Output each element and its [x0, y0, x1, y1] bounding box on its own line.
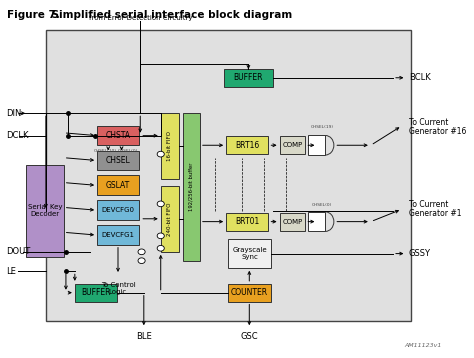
Text: BUFFER: BUFFER	[81, 288, 111, 297]
FancyBboxPatch shape	[226, 213, 268, 231]
Text: 16-bit FIFO: 16-bit FIFO	[167, 131, 172, 161]
FancyBboxPatch shape	[97, 151, 139, 170]
Text: GSC: GSC	[240, 332, 258, 341]
Text: LE: LE	[6, 267, 16, 276]
Text: DEVCFG1: DEVCFG1	[102, 232, 135, 238]
Text: Serial Key
Decoder: Serial Key Decoder	[27, 204, 62, 217]
Text: DEVCFG0: DEVCFG0	[102, 207, 135, 213]
Text: BRT01: BRT01	[235, 217, 259, 226]
Circle shape	[157, 151, 164, 157]
Text: COMP: COMP	[283, 219, 302, 224]
FancyBboxPatch shape	[161, 186, 179, 252]
FancyBboxPatch shape	[224, 69, 273, 87]
Text: Simplified serial interface block diagram: Simplified serial interface block diagra…	[37, 10, 292, 20]
FancyBboxPatch shape	[75, 284, 117, 301]
Text: BCLK: BCLK	[409, 73, 430, 82]
Text: GSSY: GSSY	[409, 249, 431, 258]
Circle shape	[157, 246, 164, 251]
Text: GSLAT: GSLAT	[106, 181, 130, 190]
Text: Grayscale
Sync: Grayscale Sync	[232, 247, 267, 260]
Text: Figure 7.: Figure 7.	[7, 10, 60, 20]
Text: COUNTER: COUNTER	[231, 288, 268, 297]
FancyBboxPatch shape	[97, 126, 139, 145]
Circle shape	[157, 201, 164, 207]
Text: DCLK: DCLK	[6, 131, 28, 140]
Text: CHSEL(19): CHSEL(19)	[310, 125, 333, 129]
Text: AM11123v1: AM11123v1	[405, 343, 442, 348]
Bar	[309, 212, 326, 231]
Text: from Error Detection Circuitry: from Error Detection Circuitry	[89, 15, 192, 21]
Circle shape	[138, 258, 145, 263]
Bar	[309, 135, 326, 155]
FancyBboxPatch shape	[97, 225, 139, 245]
Text: CHSEL(0): CHSEL(0)	[312, 203, 332, 207]
FancyBboxPatch shape	[228, 240, 271, 268]
Text: DIN: DIN	[6, 109, 21, 118]
Text: CHSEL(0): CHSEL(0)	[118, 149, 138, 153]
Text: BRT16: BRT16	[235, 141, 259, 150]
FancyBboxPatch shape	[183, 113, 200, 261]
Text: CHSEL(10): CHSEL(10)	[93, 149, 117, 153]
Text: CHSEL: CHSEL	[106, 156, 131, 165]
Text: BLE: BLE	[136, 332, 152, 341]
Text: Generator #16: Generator #16	[409, 126, 466, 136]
Circle shape	[157, 233, 164, 239]
Text: COMP: COMP	[283, 142, 302, 148]
Text: CHSTA: CHSTA	[106, 131, 131, 140]
Text: BUFFER: BUFFER	[234, 73, 263, 82]
Text: DOUT: DOUT	[6, 247, 30, 256]
FancyBboxPatch shape	[280, 213, 305, 231]
Text: To Control
Logic: To Control Logic	[100, 282, 136, 295]
FancyBboxPatch shape	[226, 136, 268, 154]
Circle shape	[138, 249, 145, 255]
FancyBboxPatch shape	[280, 136, 305, 154]
FancyBboxPatch shape	[228, 284, 271, 301]
FancyBboxPatch shape	[46, 30, 411, 321]
FancyBboxPatch shape	[97, 200, 139, 220]
Text: To Current: To Current	[409, 200, 448, 209]
Text: 192/256-bit buffer: 192/256-bit buffer	[189, 163, 194, 211]
FancyBboxPatch shape	[97, 175, 139, 195]
Text: Generator #1: Generator #1	[409, 209, 461, 218]
FancyBboxPatch shape	[26, 165, 64, 257]
Text: To Current: To Current	[409, 118, 448, 127]
Text: 240-bit FIFO: 240-bit FIFO	[167, 202, 172, 236]
FancyBboxPatch shape	[161, 113, 179, 179]
